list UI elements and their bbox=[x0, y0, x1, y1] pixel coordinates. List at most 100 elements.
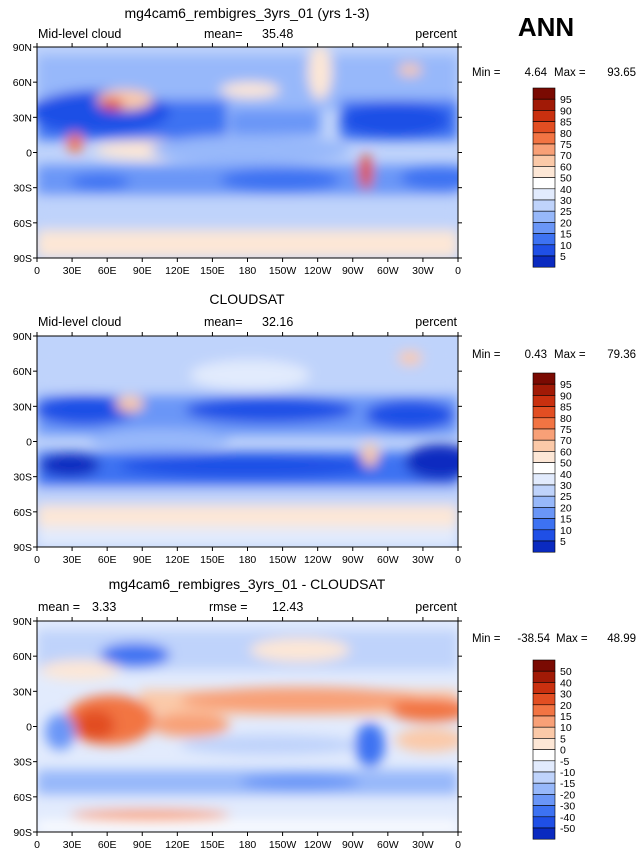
lon-tick-label: 90W bbox=[342, 839, 364, 851]
colorbar-box bbox=[532, 177, 556, 190]
lon-tick-label: 60E bbox=[98, 839, 117, 851]
lon-tick-label: 60W bbox=[377, 265, 399, 277]
colorbar-label: 15 bbox=[560, 229, 572, 241]
colorbar-box bbox=[532, 518, 556, 531]
lat-tick-label: 30N bbox=[13, 686, 32, 698]
colorbar-box bbox=[532, 726, 556, 739]
colorbar-box bbox=[532, 771, 556, 784]
colorbar-box bbox=[532, 188, 556, 201]
colorbar-label: 40 bbox=[560, 469, 572, 481]
mean-label: mean = bbox=[38, 600, 80, 614]
lon-tick-label: 30E bbox=[63, 839, 82, 851]
lon-tick-label: 120E bbox=[165, 265, 190, 277]
colorbar-label: 70 bbox=[560, 150, 572, 162]
min-value: 4.64 bbox=[525, 67, 548, 79]
colorbar-label: -30 bbox=[560, 801, 575, 813]
colorbar-box bbox=[532, 670, 556, 683]
lon-tick-label: 90W bbox=[342, 554, 364, 566]
lon-tick-label: 90E bbox=[133, 554, 152, 566]
colorbar-box bbox=[532, 693, 556, 706]
lon-tick-label: 150W bbox=[269, 265, 297, 277]
lon-tick-label: 150E bbox=[200, 839, 225, 851]
lat-tick-label: 30S bbox=[13, 183, 32, 195]
max-value: 48.99 bbox=[607, 633, 636, 645]
contour-map bbox=[37, 47, 458, 258]
lon-tick-label: 150E bbox=[200, 265, 225, 277]
colorbar-box bbox=[532, 372, 556, 385]
lon-tick-label: 60E bbox=[98, 265, 117, 277]
lat-tick-label: 60N bbox=[13, 366, 32, 378]
colorbar-box bbox=[532, 87, 556, 100]
colorbar-box bbox=[532, 439, 556, 452]
colorbar-label: 70 bbox=[560, 435, 572, 447]
min-value: -38.54 bbox=[517, 633, 550, 645]
lon-tick-label: 180 bbox=[239, 265, 257, 277]
panel-model: mg4cam6_rembigres_3yrs_01 (yrs 1-3) Mid-… bbox=[36, 5, 459, 259]
colorbar-label: -10 bbox=[560, 767, 575, 779]
lat-tick-label: 90N bbox=[13, 42, 32, 54]
colorbar-label: 25 bbox=[560, 206, 572, 218]
lon-tick-label: 120W bbox=[304, 265, 332, 277]
colorbar-box bbox=[532, 816, 556, 829]
colorbar-label: 50 bbox=[560, 173, 572, 185]
colorbar-label: -5 bbox=[560, 756, 569, 768]
colorbar-label: 90 bbox=[560, 105, 572, 117]
colorbar-label: 20 bbox=[560, 700, 572, 712]
mean-value: 35.48 bbox=[262, 27, 293, 41]
colorbar-box bbox=[532, 715, 556, 728]
lat-tick-label: 90N bbox=[13, 616, 32, 628]
colorbar-box bbox=[532, 805, 556, 818]
colorbar-box bbox=[532, 738, 556, 750]
colorbar-box bbox=[532, 166, 556, 178]
lon-tick-label: 150W bbox=[269, 554, 297, 566]
colorbar-box bbox=[532, 121, 556, 134]
contour-map bbox=[37, 621, 458, 832]
rmse-label: rmse = bbox=[209, 600, 248, 614]
colorbar-label: 75 bbox=[560, 139, 572, 151]
colorbar-label: 50 bbox=[560, 458, 572, 470]
lon-tick-label: 120E bbox=[165, 839, 190, 851]
colorbar-label: 60 bbox=[560, 161, 572, 173]
min-label: Min = bbox=[472, 67, 501, 79]
colorbar-box bbox=[532, 255, 556, 268]
units-label: percent bbox=[415, 27, 457, 41]
colorbar-label: 10 bbox=[560, 240, 572, 252]
colorbar-label: -50 bbox=[560, 823, 575, 835]
lat-tick-label: 90N bbox=[13, 331, 32, 343]
lon-tick-label: 60W bbox=[377, 554, 399, 566]
colorbar-label: 15 bbox=[560, 514, 572, 526]
colorbar-label: 95 bbox=[560, 94, 572, 106]
colorbar-box bbox=[532, 143, 556, 156]
lat-tick-label: 30S bbox=[13, 757, 32, 769]
lat-tick-label: 0 bbox=[26, 148, 32, 160]
colorbar-box bbox=[532, 199, 556, 212]
colorbar-label: 30 bbox=[560, 480, 572, 492]
colorbar-box bbox=[532, 417, 556, 430]
lon-tick-label: 180 bbox=[239, 839, 257, 851]
colorbar-label: 85 bbox=[560, 117, 572, 129]
colorbar-label: 20 bbox=[560, 217, 572, 229]
colorbar-box bbox=[532, 540, 556, 553]
colorbar-box bbox=[532, 210, 556, 223]
panel-difference: mg4cam6_rembigres_3yrs_01 - CLOUDSAT mea… bbox=[36, 576, 459, 833]
lat-tick-label: 90S bbox=[13, 827, 32, 839]
lat-tick-label: 60S bbox=[13, 507, 32, 519]
colorbar-box bbox=[532, 406, 556, 419]
max-value: 93.65 bbox=[607, 67, 636, 79]
colorbar-box bbox=[532, 529, 556, 542]
lon-tick-label: 120E bbox=[165, 554, 190, 566]
rmse-value: 12.43 bbox=[272, 600, 303, 614]
colorbar-box bbox=[532, 428, 556, 441]
colorbar-label: 40 bbox=[560, 677, 572, 689]
colorbar-label: 80 bbox=[560, 128, 572, 140]
colorbar-label: 80 bbox=[560, 413, 572, 425]
units-label: percent bbox=[415, 600, 457, 614]
colorbar-label: 75 bbox=[560, 424, 572, 436]
colorbar-box bbox=[532, 782, 556, 795]
colorbar-box bbox=[532, 462, 556, 475]
panel-observations: CLOUDSAT Mid-level cloud mean= 32.16 per… bbox=[36, 291, 459, 548]
